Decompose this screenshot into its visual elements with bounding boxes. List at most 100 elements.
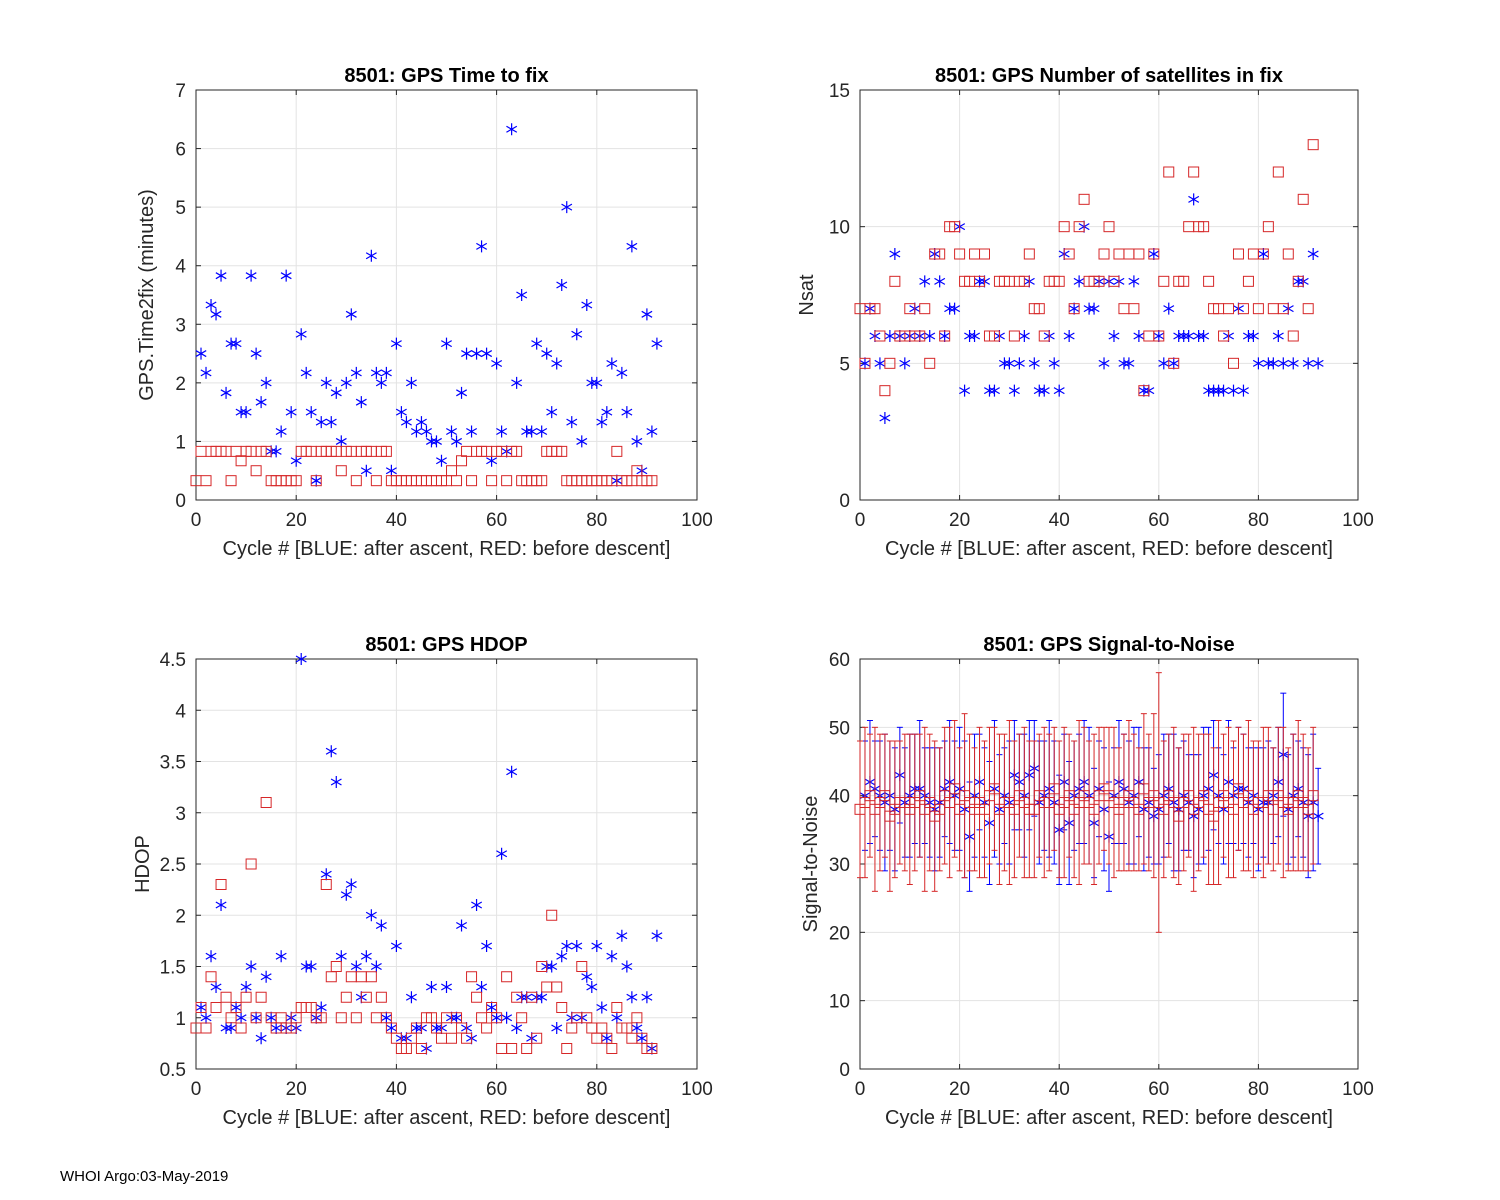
data-point <box>983 384 995 397</box>
data-point <box>430 435 442 448</box>
x-tick-label: 100 <box>1342 510 1374 531</box>
data-point <box>561 940 573 952</box>
data-point <box>340 888 352 901</box>
data-point <box>1033 384 1045 397</box>
data-point <box>451 435 463 448</box>
data-point <box>1272 166 1284 178</box>
data-point <box>1018 275 1030 287</box>
data-point <box>1153 330 1165 342</box>
data-point <box>441 981 452 993</box>
data-point <box>879 412 891 424</box>
data-point <box>1218 330 1230 342</box>
data-point <box>606 357 618 370</box>
data-point <box>944 302 956 315</box>
x-tick-label: 60 <box>486 510 507 531</box>
data-point <box>210 1002 222 1013</box>
data-point <box>1188 166 1200 178</box>
data-point <box>466 425 478 438</box>
y-axis-label: HDOP <box>132 835 154 893</box>
data-point <box>461 347 473 360</box>
data-point <box>1158 357 1170 370</box>
data-point <box>285 406 297 419</box>
data-point <box>1292 275 1304 287</box>
y-tick-label: 3 <box>175 315 186 336</box>
data-point <box>1128 275 1140 288</box>
data-point <box>260 797 272 808</box>
data-point <box>491 1011 503 1024</box>
data-point <box>466 475 478 487</box>
data-point <box>1078 193 1090 205</box>
data-point <box>1133 330 1145 342</box>
data-point <box>869 303 881 315</box>
data-point <box>1287 330 1299 342</box>
data-point <box>330 961 342 972</box>
data-point <box>1242 275 1254 287</box>
data-point <box>405 376 417 389</box>
data-point <box>546 406 558 419</box>
data-point <box>340 376 352 389</box>
y-tick-label: 0 <box>839 1060 850 1081</box>
data-point <box>260 970 272 983</box>
data-point <box>1068 302 1080 315</box>
data-point <box>1133 248 1145 260</box>
data-point <box>576 961 588 972</box>
data-point <box>415 1043 427 1054</box>
data-point <box>596 416 608 429</box>
data-point <box>255 396 267 409</box>
data-point <box>441 337 452 350</box>
y-tick-label: 10 <box>829 992 850 1013</box>
data-point <box>521 1043 533 1054</box>
data-point <box>245 269 257 282</box>
data-point <box>611 1011 623 1024</box>
data-point <box>1307 790 1319 802</box>
y-tick-label: 4 <box>175 701 186 722</box>
data-point <box>949 221 961 233</box>
data-point <box>320 868 332 881</box>
axes-frame <box>195 89 698 501</box>
data-point <box>1003 357 1015 370</box>
y-tick-label: 1 <box>175 1009 186 1030</box>
data-point <box>988 384 1000 397</box>
data-point <box>290 475 302 487</box>
data-point <box>335 465 347 477</box>
data-point <box>511 991 523 1003</box>
data-point <box>1267 357 1279 370</box>
data-point <box>315 1001 327 1014</box>
data-point <box>1008 330 1020 342</box>
data-point <box>651 929 663 942</box>
data-point <box>1312 810 1324 823</box>
data-point <box>335 1012 347 1024</box>
x-tick-label: 40 <box>386 1079 407 1100</box>
x-axis-label: Cycle # [BLUE: after ascent, RED: before… <box>223 538 671 560</box>
y-tick-label: 30 <box>829 855 850 876</box>
data-point <box>1252 357 1264 370</box>
data-point <box>1237 303 1249 315</box>
data-point <box>350 1012 362 1024</box>
data-point <box>230 1001 242 1014</box>
data-point <box>255 1032 267 1045</box>
data-point <box>456 386 468 399</box>
data-point <box>350 960 362 973</box>
data-point <box>1148 248 1160 260</box>
data-point <box>305 960 317 973</box>
data-point <box>496 847 508 860</box>
data-point <box>561 201 573 214</box>
data-point <box>566 416 578 429</box>
data-point <box>934 248 946 260</box>
data-point <box>1073 275 1085 288</box>
data-point <box>225 337 237 350</box>
data-point <box>526 991 538 1003</box>
series-before-descent <box>854 139 1319 397</box>
data-point <box>531 337 543 350</box>
data-point <box>561 1043 573 1054</box>
y-tick-label: 5 <box>839 354 850 375</box>
data-point <box>300 366 312 379</box>
data-point <box>330 386 342 399</box>
data-point <box>365 909 377 922</box>
data-point <box>924 330 936 342</box>
data-point <box>1173 330 1185 342</box>
data-point <box>859 357 871 370</box>
x-tick-label: 60 <box>1148 1079 1169 1100</box>
data-point <box>874 357 886 370</box>
data-point <box>521 425 533 438</box>
